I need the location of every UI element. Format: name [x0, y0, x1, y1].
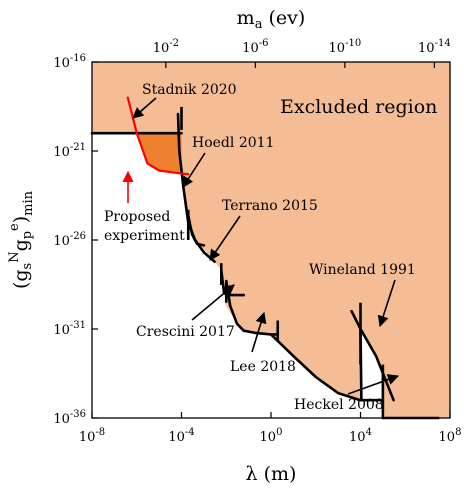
curve-heckel-2008-4 [269, 333, 362, 402]
x-axis-title: λ (m) [246, 463, 297, 485]
x-tick-label-3-base: 10 [349, 430, 366, 445]
x-tick-label-3: 104 [349, 427, 372, 445]
top-tick-label-3-exp: -14 [435, 38, 451, 49]
y-tick-label-4-base: 10 [53, 412, 70, 427]
top-tick-label-0-exp: -2 [169, 38, 179, 49]
x-tick-label-2-exp: 0 [276, 427, 282, 438]
curve-wineland-1991-5 [350, 309, 395, 402]
proposed-sensitivity-fill [133, 133, 189, 175]
y-axis-title-text: (gsNgpe)min [7, 190, 36, 289]
y-tick-label-3-base: 10 [53, 323, 70, 338]
y-tick-label-0: 10-16 [53, 53, 86, 71]
x-tick-label-2: 100 [260, 427, 283, 445]
y-title-sup-e: e [7, 223, 22, 231]
top-tick-label-2-exp: -10 [345, 38, 361, 49]
arrow-lee [251, 311, 267, 353]
x-tick-label-4-base: 10 [439, 430, 456, 445]
y-title-g: g [10, 239, 32, 251]
x-tick-label-0-base: 10 [79, 430, 96, 445]
top-axis-unit: (ev) [262, 7, 305, 29]
label-lee-2018: Lee 2018 [230, 359, 296, 375]
y-tick-label-2-base: 10 [53, 234, 70, 249]
top-axis-title: ma (ev) [237, 7, 306, 32]
x-tick-label-4-exp: 8 [455, 427, 461, 438]
y-tick-label-3: 10-31 [53, 320, 86, 338]
axis-ticks [91, 61, 451, 419]
y-title-paren: ) [10, 216, 32, 223]
arrow-heckel [347, 374, 400, 395]
top-tick-label-2: 10-10 [329, 38, 362, 56]
x-tick-label-1-exp: -4 [185, 427, 195, 438]
x-tick-label-4: 108 [439, 427, 462, 445]
x-tick-label-0-exp: -8 [95, 427, 105, 438]
curve-terrano-2015-1 [186, 213, 206, 247]
arrow-stadnik [132, 97, 157, 119]
y-tick-label-3-exp: -31 [70, 320, 86, 331]
y-tick-label-4-exp: -36 [70, 409, 86, 420]
top-tick-label-3: 10-14 [418, 38, 451, 56]
top-tick-label-0: 10-2 [153, 38, 179, 56]
arrow-terrano [209, 215, 241, 261]
y-title-sup-N: N [7, 251, 22, 262]
annotation-arrows [122, 97, 400, 395]
label-terrano-2015: Terrano 2015 [222, 198, 318, 214]
label-stadnik-2020: Stadnik 2020 [142, 82, 237, 98]
x-tick-label-3-exp: 4 [366, 427, 372, 438]
y-title-sub-p: p [20, 231, 35, 239]
x-tick-label-1: 10-4 [168, 427, 194, 445]
y-tick-label-1-exp: -21 [70, 142, 86, 153]
y-tick-label-0-exp: -16 [70, 53, 86, 64]
top-tick-label-3-base: 10 [418, 41, 435, 56]
y-title-sub-min: min [21, 190, 36, 215]
x-tick-label-2-base: 10 [260, 430, 277, 445]
y-tick-label-1-base: 10 [53, 145, 70, 160]
label-wineland-1991: Wineland 1991 [309, 262, 416, 278]
y-title-sub-s: s [20, 263, 35, 270]
x-tick-label-1-base: 10 [168, 430, 185, 445]
label-hoedl-2011: Hoedl 2011 [192, 135, 274, 151]
y-tick-label-1: 10-21 [53, 142, 86, 160]
arrow-wineland [377, 279, 396, 328]
y-tick-label-0-base: 10 [53, 56, 70, 71]
curve-proposed-experiment-8 [126, 96, 190, 176]
top-tick-label-2-base: 10 [329, 41, 346, 56]
top-tick-label-1-exp: -6 [259, 38, 269, 49]
y-tick-label-2: 10-26 [53, 231, 86, 249]
top-tick-label-0-base: 10 [153, 41, 170, 56]
y-tick-label-2-exp: -26 [70, 231, 86, 242]
excluded-region-label: Excluded region [280, 96, 437, 118]
y-axis-title: (gsNgpe)min [7, 190, 36, 289]
top-tick-label-1: 10-6 [242, 38, 268, 56]
y-tick-label-4: 10-36 [53, 409, 86, 427]
label-heckel-2008: Heckel 2008 [294, 397, 384, 413]
label-proposed: Proposed [104, 209, 170, 225]
top-axis-subscript: a [255, 17, 263, 32]
label-crescini-2017: Crescini 2017 [136, 324, 235, 340]
label-experiment: experiment [104, 228, 185, 244]
tick-labels: 10-8 10-4 100 104 10810-1610-2110-2610-3110-… [53, 38, 461, 445]
arrow-hoedl [182, 152, 206, 188]
x-tick-label-0: 10-8 [79, 427, 105, 445]
arrow-crescini [191, 284, 235, 321]
top-tick-label-1-base: 10 [242, 41, 259, 56]
